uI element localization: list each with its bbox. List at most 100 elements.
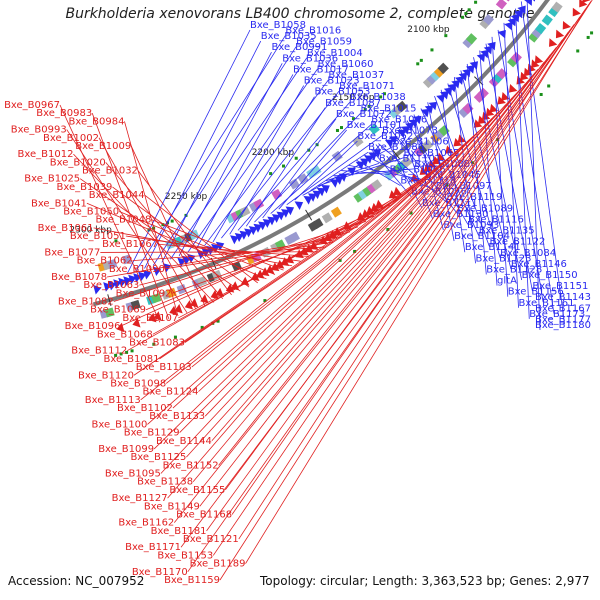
- forward-leader-line: [170, 57, 308, 260]
- forward-leader-line: [515, 8, 530, 319]
- forward-leader-line: [262, 118, 337, 219]
- forward-gene-arrow: [230, 235, 239, 245]
- gc-marker: [269, 172, 273, 176]
- reverse-gene-arrow: [132, 317, 141, 328]
- reverse-leader-line: [218, 97, 513, 466]
- reverse-gene-arrow: [549, 38, 558, 47]
- gc-marker: [114, 239, 118, 243]
- reverse-leader-line: [167, 69, 539, 499]
- feature-block: [310, 165, 322, 177]
- forward-leader-line: [212, 85, 305, 243]
- forward-gene-label: Bxe_B1119: [446, 192, 502, 203]
- reverse-gene-label: Bxe_B1189: [190, 559, 246, 570]
- reverse-gene-arrow: [508, 84, 518, 93]
- reverse-leader-line: [211, 118, 493, 442]
- forward-leader-line: [237, 101, 351, 231]
- gc-marker: [173, 335, 177, 339]
- feature-block: [104, 307, 115, 318]
- forward-gene-arrow: [133, 273, 142, 283]
- forward-leader-line: [491, 36, 509, 297]
- reverse-gene-label: Bxe_B1181: [151, 526, 207, 537]
- forward-gene-arrow: [440, 91, 449, 100]
- forward-gene-label: Bxe_B1046: [371, 114, 427, 125]
- forward-leader-line: [509, 15, 555, 314]
- reverse-gene-label: Bxe_B1112: [71, 346, 127, 357]
- reverse-leader-line: [59, 104, 161, 323]
- gc-marker: [335, 128, 339, 132]
- forward-leader-line: [356, 159, 401, 186]
- forward-leader-line: [440, 89, 466, 253]
- gc-marker: [464, 12, 468, 16]
- reverse-gene-label: Bxe_B1012: [18, 149, 74, 160]
- reverse-gene-label: Bxe_B1103: [136, 362, 192, 373]
- reverse-gene-label: Bxe_B1092: [116, 288, 172, 299]
- forward-gene-arrow: [294, 201, 304, 210]
- gc-marker: [294, 156, 298, 160]
- feature-block: [465, 33, 478, 45]
- reverse-leader-line: [112, 186, 250, 288]
- feature-block: [368, 123, 380, 135]
- forward-gene-arrow: [182, 255, 191, 266]
- accession-text: Accession: NC_007952: [8, 574, 145, 588]
- forward-gene-label: Bxe_B1143: [535, 292, 591, 303]
- forward-gene-arrow: [510, 13, 520, 23]
- gc-marker: [576, 49, 580, 53]
- reverse-gene-label: Bxe_B1009: [75, 141, 131, 152]
- forward-gene-arrow: [267, 216, 276, 226]
- feature-block: [176, 284, 187, 295]
- reverse-gene-label: Bxe_B1063: [83, 280, 139, 291]
- reverse-leader-line: [172, 144, 465, 409]
- gc-marker: [379, 95, 383, 99]
- forward-leader-line: [434, 95, 490, 247]
- reverse-leader-line: [180, 24, 575, 548]
- reverse-gene-arrow: [189, 298, 199, 308]
- forward-gene-arrow: [253, 223, 262, 233]
- forward-gene-arrow: [262, 219, 272, 228]
- gc-marker: [170, 219, 174, 223]
- forward-leader-line: [254, 113, 361, 223]
- reverse-gene-label: Bxe_B1068: [97, 329, 153, 340]
- gc-marker: [590, 31, 594, 35]
- reverse-leader-line: [127, 187, 413, 352]
- gc-marker: [152, 342, 156, 346]
- forward-gene-label: Bxe_B1035: [261, 31, 317, 42]
- forward-gene-arrow: [483, 45, 493, 55]
- reverse-leader-line: [164, 241, 334, 270]
- reverse-gene-arrow: [388, 190, 398, 199]
- forward-leader-line: [178, 63, 283, 257]
- reverse-gene-label: Bxe_B1082: [58, 297, 114, 308]
- reverse-gene-arrow: [534, 55, 544, 64]
- forward-gene-arrow: [514, 9, 523, 19]
- reverse-gene-arrow: [210, 289, 219, 300]
- reverse-gene-label: Bxe_B1107: [122, 313, 178, 324]
- reverse-leader-line: [179, 124, 486, 433]
- feature-block: [130, 299, 141, 310]
- reverse-gene-label: Bxe_B0984: [69, 116, 125, 127]
- gc-marker: [353, 249, 357, 253]
- reverse-leader-line: [199, 61, 545, 507]
- scale-label: 2250 kbp: [165, 192, 208, 202]
- forward-gene-label: Bxe_B1072: [336, 109, 392, 120]
- forward-leader-line: [310, 151, 369, 191]
- forward-leader-line: [245, 107, 326, 227]
- gc-marker: [409, 211, 413, 215]
- forward-leader-line: [370, 148, 412, 197]
- forward-gene-arrow: [113, 279, 122, 289]
- forward-gene-label: Bxe_B1023: [304, 76, 360, 87]
- forward-gene-label: Bxe_B1146: [511, 259, 567, 270]
- forward-gene-label: Bxe_B1161: [519, 298, 575, 309]
- reverse-gene-arrow: [457, 134, 467, 143]
- forward-gene-arrow: [271, 214, 281, 223]
- gc-marker: [416, 62, 420, 66]
- gc-marker: [216, 319, 220, 323]
- forward-leader-line: [460, 70, 512, 269]
- forward-gene-arrow: [487, 41, 496, 51]
- reverse-gene-label: Bxe_B1077: [44, 247, 100, 258]
- forward-gene-arrow: [480, 49, 489, 59]
- reverse-gene-label: Bxe_B1144: [156, 436, 212, 447]
- reverse-gene-label: Bxe_B1102: [117, 403, 173, 414]
- forward-gene-arrow: [239, 230, 248, 240]
- forward-gene-arrow: [368, 152, 377, 161]
- scale-label: 2300 kbp: [69, 226, 112, 236]
- forward-gene-label: Bxe_B1038: [350, 92, 406, 103]
